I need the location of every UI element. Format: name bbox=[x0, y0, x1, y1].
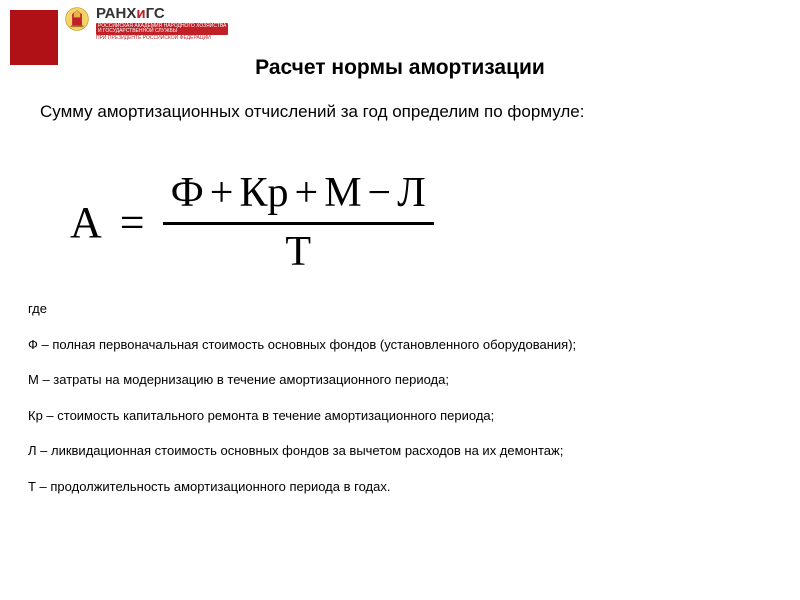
logo: РАНХиГС РОССИЙСКАЯ АКАДЕМИЯ НАРОДНОГО ХО… bbox=[64, 6, 228, 41]
logo-title-red: и bbox=[136, 5, 145, 22]
logo-title-part1: РАНХ bbox=[96, 5, 136, 22]
def-line-5: Т – продолжительность амортизационного п… bbox=[28, 478, 772, 496]
slide: РАНХиГС РОССИЙСКАЯ АКАДЕМИЯ НАРОДНОГО ХО… bbox=[0, 0, 800, 600]
num-op-3: − bbox=[362, 170, 398, 216]
formula-equals: = bbox=[120, 201, 145, 245]
def-where: где bbox=[28, 300, 772, 318]
definitions: где Ф – полная первоначальная стоимость … bbox=[28, 300, 772, 513]
def-line-3: Кр – стоимость капитального ремонта в те… bbox=[28, 407, 772, 425]
formula-numerator: Ф+Кр+М−Л bbox=[163, 170, 434, 222]
logo-subtitle-1: РОССИЙСКАЯ АКАДЕМИЯ НАРОДНОГО ХОЗЯЙСТВА … bbox=[96, 23, 228, 35]
num-term-1: Ф bbox=[171, 170, 204, 216]
logo-sub1-b: И ГОСУДАРСТВЕННОЙ СЛУЖБЫ bbox=[98, 28, 177, 34]
num-op-2: + bbox=[289, 170, 325, 216]
formula-lhs: А bbox=[70, 201, 102, 245]
intro-text: Сумму амортизационных отчислений за год … bbox=[40, 102, 760, 122]
num-op-1: + bbox=[204, 170, 240, 216]
formula-fraction: Ф+Кр+М−Л Т bbox=[163, 170, 434, 275]
logo-title-part2: ГС bbox=[146, 5, 165, 22]
page-title: Расчет нормы амортизации bbox=[0, 56, 800, 80]
def-line-1: Ф – полная первоначальная стоимость осно… bbox=[28, 336, 772, 354]
num-term-4: Л bbox=[397, 170, 426, 216]
num-term-3: М bbox=[324, 170, 361, 216]
logo-title: РАНХиГС bbox=[96, 6, 228, 21]
def-line-2: М – затраты на модернизацию в течение ам… bbox=[28, 371, 772, 389]
formula-denominator: Т bbox=[285, 225, 311, 275]
emblem-icon bbox=[64, 6, 90, 32]
def-line-4: Л – ликвидационная стоимость основных фо… bbox=[28, 442, 772, 460]
num-term-2: Кр bbox=[239, 170, 288, 216]
logo-text: РАНХиГС РОССИЙСКАЯ АКАДЕМИЯ НАРОДНОГО ХО… bbox=[96, 6, 228, 41]
logo-subtitle-2: ПРИ ПРЕЗИДЕНТЕ РОССИЙСКОЙ ФЕДЕРАЦИИ bbox=[96, 36, 228, 41]
formula: А = Ф+Кр+М−Л Т bbox=[70, 155, 590, 290]
